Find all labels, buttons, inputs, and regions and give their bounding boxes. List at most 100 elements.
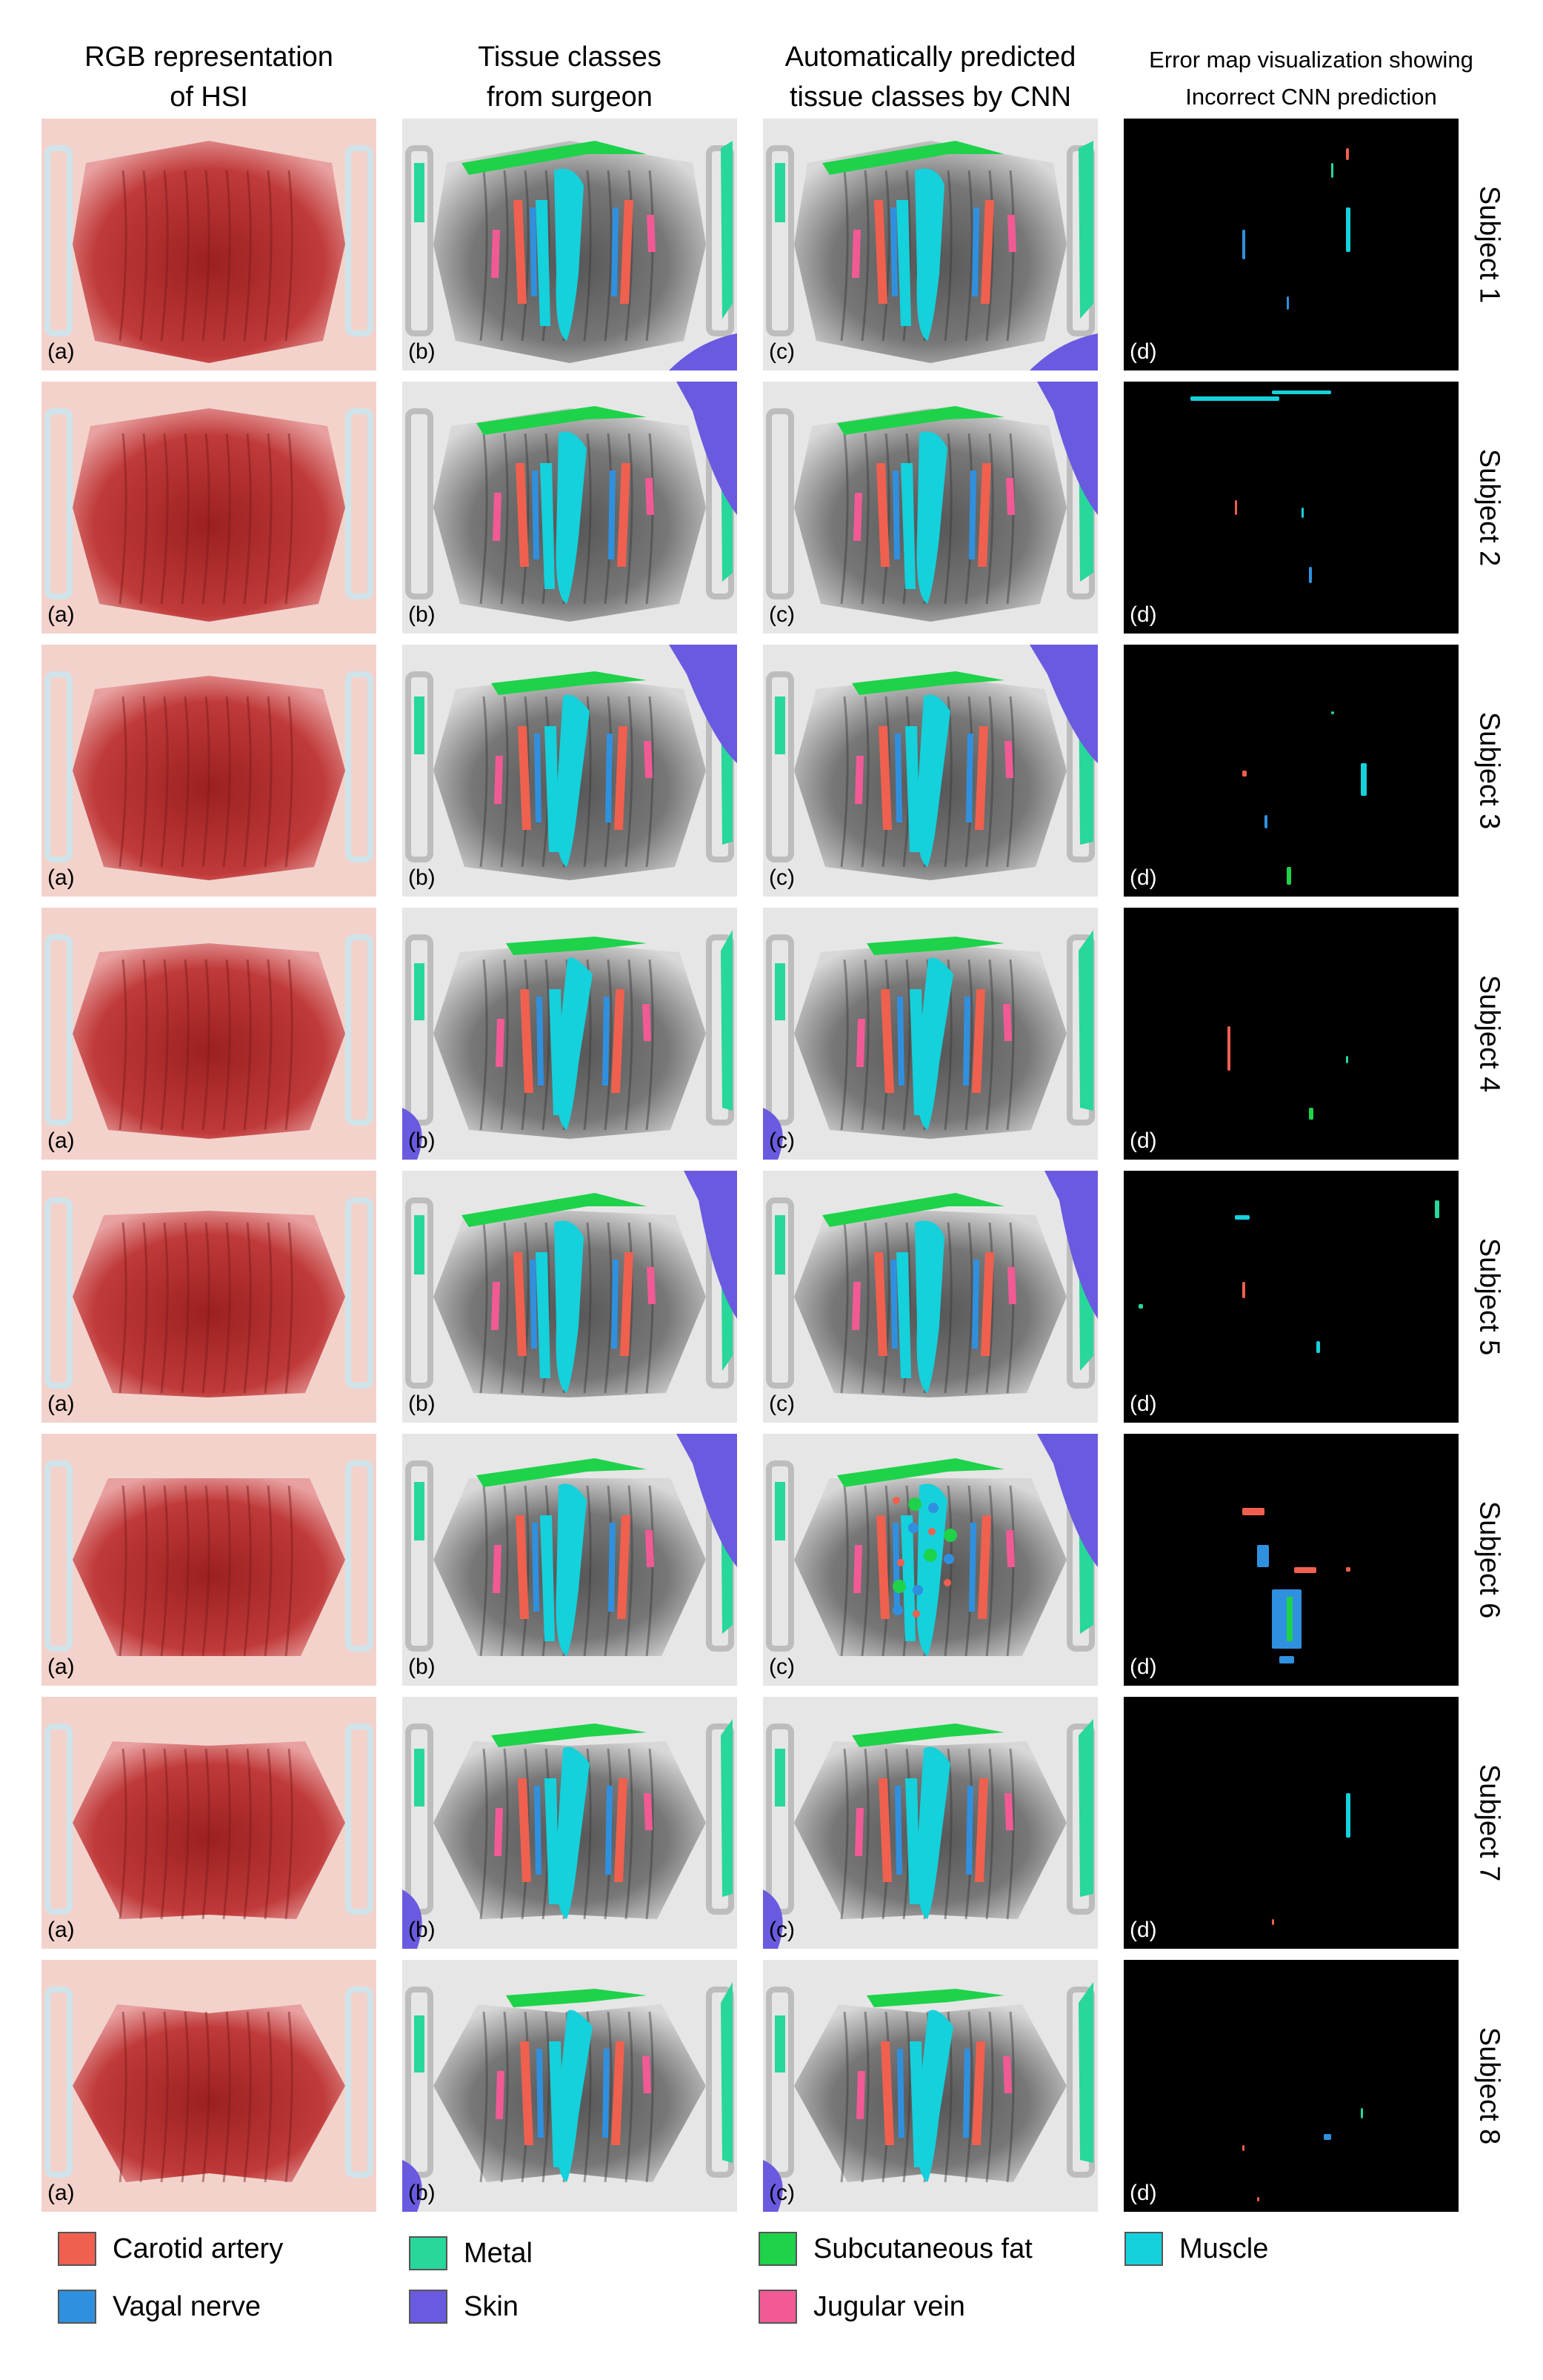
tissue-striation (861, 1222, 870, 1394)
artery-segment (972, 989, 985, 1093)
rgb-panel-image (41, 1697, 376, 1949)
tissue-striation (840, 1748, 849, 1920)
panel-label: (c) (769, 339, 795, 364)
panel-label: (d) (1130, 1128, 1157, 1153)
muscle-segment (549, 989, 564, 1115)
metal-error (1331, 711, 1334, 714)
error-background (1124, 1171, 1459, 1423)
tissue-striation (201, 170, 210, 342)
rgb-panel: (a) (41, 1171, 376, 1423)
muscle-segment (916, 431, 947, 604)
column-header-error: Error map visualization showing Incorrec… (1111, 41, 1511, 116)
muscle-segment (896, 1252, 911, 1378)
subject-label-text: Subject 5 (1473, 1237, 1505, 1356)
error-map-panel-image (1124, 1434, 1459, 1686)
rgb-panel: (a) (41, 1960, 376, 2212)
fat-segment (461, 141, 647, 175)
retractor-left (44, 1197, 73, 1389)
cnn-panel-image (763, 1960, 1098, 2212)
muscle-segment (896, 200, 911, 326)
tissue-striation (181, 2011, 190, 2183)
tissue-striation (861, 959, 870, 1131)
tissue-striation (521, 433, 530, 605)
column-header-surgeon-line1: Tissue classes (478, 41, 661, 73)
tissue-striation (243, 433, 252, 605)
fat-segment (506, 1989, 647, 2007)
muscle-segment (556, 431, 587, 604)
tissue-striation (604, 1222, 613, 1394)
rgb-panel: (a) (41, 382, 376, 634)
rgb-panel: (a) (41, 1697, 376, 1949)
vein-segment (1004, 1793, 1013, 1830)
metal-segment (1079, 1982, 1093, 2163)
vein-segment (853, 493, 862, 541)
surgeon-panel-image (402, 645, 737, 897)
tissue-striation (985, 959, 994, 1131)
tissue-striation (985, 696, 994, 868)
tissue-striation (840, 433, 849, 605)
error-map-panel: (d) (1124, 1960, 1459, 2212)
cnn-panel: (c) (763, 645, 1098, 897)
tissue-striation (861, 696, 870, 868)
tissue-striation (160, 1748, 169, 1920)
artery-segment (975, 1778, 988, 1882)
retractor-left (405, 145, 433, 336)
retractor-left (405, 934, 433, 1126)
rgb-panel-image (41, 1171, 376, 1423)
muscle-segment (910, 2041, 924, 2167)
retractor-left (766, 671, 794, 862)
wound-opening (73, 1741, 345, 1919)
fat-segment (476, 406, 647, 435)
artery-error (1227, 1026, 1230, 1071)
subject-label: Subject 5 (1463, 1171, 1515, 1423)
nerve-error (1242, 230, 1245, 259)
retractor-right (345, 145, 373, 336)
rgb-panel-image (41, 645, 376, 897)
wound-opening (73, 141, 345, 363)
retractor-right (345, 671, 373, 862)
vein-segment (1004, 741, 1013, 778)
subject-label: Subject 1 (1463, 119, 1515, 370)
tissue-striation (222, 1222, 231, 1394)
tissue-striation (861, 433, 870, 605)
column-header-cnn-line1: Automatically predicted (784, 41, 1076, 73)
tissue-striation (222, 959, 231, 1131)
artery-error (1346, 148, 1349, 160)
error-map-panel: (d) (1124, 1171, 1459, 1423)
legend-label: Vagal nerve (113, 2290, 261, 2322)
tissue-striation (160, 433, 169, 605)
tissue-striation (119, 1748, 127, 1920)
tissue-striation (882, 433, 890, 605)
skin-segment (669, 645, 737, 763)
vein-segment (852, 230, 861, 278)
panel-label: (c) (769, 2181, 795, 2205)
tissue-striation (840, 959, 849, 1131)
tissue-striation (985, 170, 994, 342)
metal-segment (721, 141, 733, 319)
retractor-left (44, 145, 73, 336)
vein-segment (647, 215, 656, 252)
retractor-left (405, 1197, 433, 1389)
tissue-striation (521, 1222, 530, 1394)
artery-segment (876, 463, 890, 567)
subject-label: Subject 8 (1463, 1960, 1515, 2212)
prediction-noise (908, 1523, 919, 1533)
tissue-striation (181, 170, 190, 342)
tissue-striation (583, 170, 592, 342)
panel-label: (c) (769, 1128, 795, 1153)
vein-segment (1006, 478, 1015, 515)
tissue-striation (840, 1222, 849, 1394)
legend-item-metal: Metal (409, 2231, 533, 2276)
panel-label: (b) (408, 339, 436, 364)
legend: Carotid artery Metal Subcutaneous fat Mu… (0, 2219, 1543, 2375)
surgeon-panel: (b) (402, 1434, 737, 1686)
fat-error (1309, 1108, 1313, 1120)
artery-segment (879, 726, 892, 830)
artery-segment (881, 2041, 894, 2145)
tissue-striation (479, 433, 488, 605)
error-background (1124, 908, 1459, 1160)
artery-segment (975, 726, 988, 830)
prediction-noise (913, 1610, 920, 1618)
tissue-striation (840, 2011, 849, 2183)
tissue-striation (964, 170, 973, 342)
